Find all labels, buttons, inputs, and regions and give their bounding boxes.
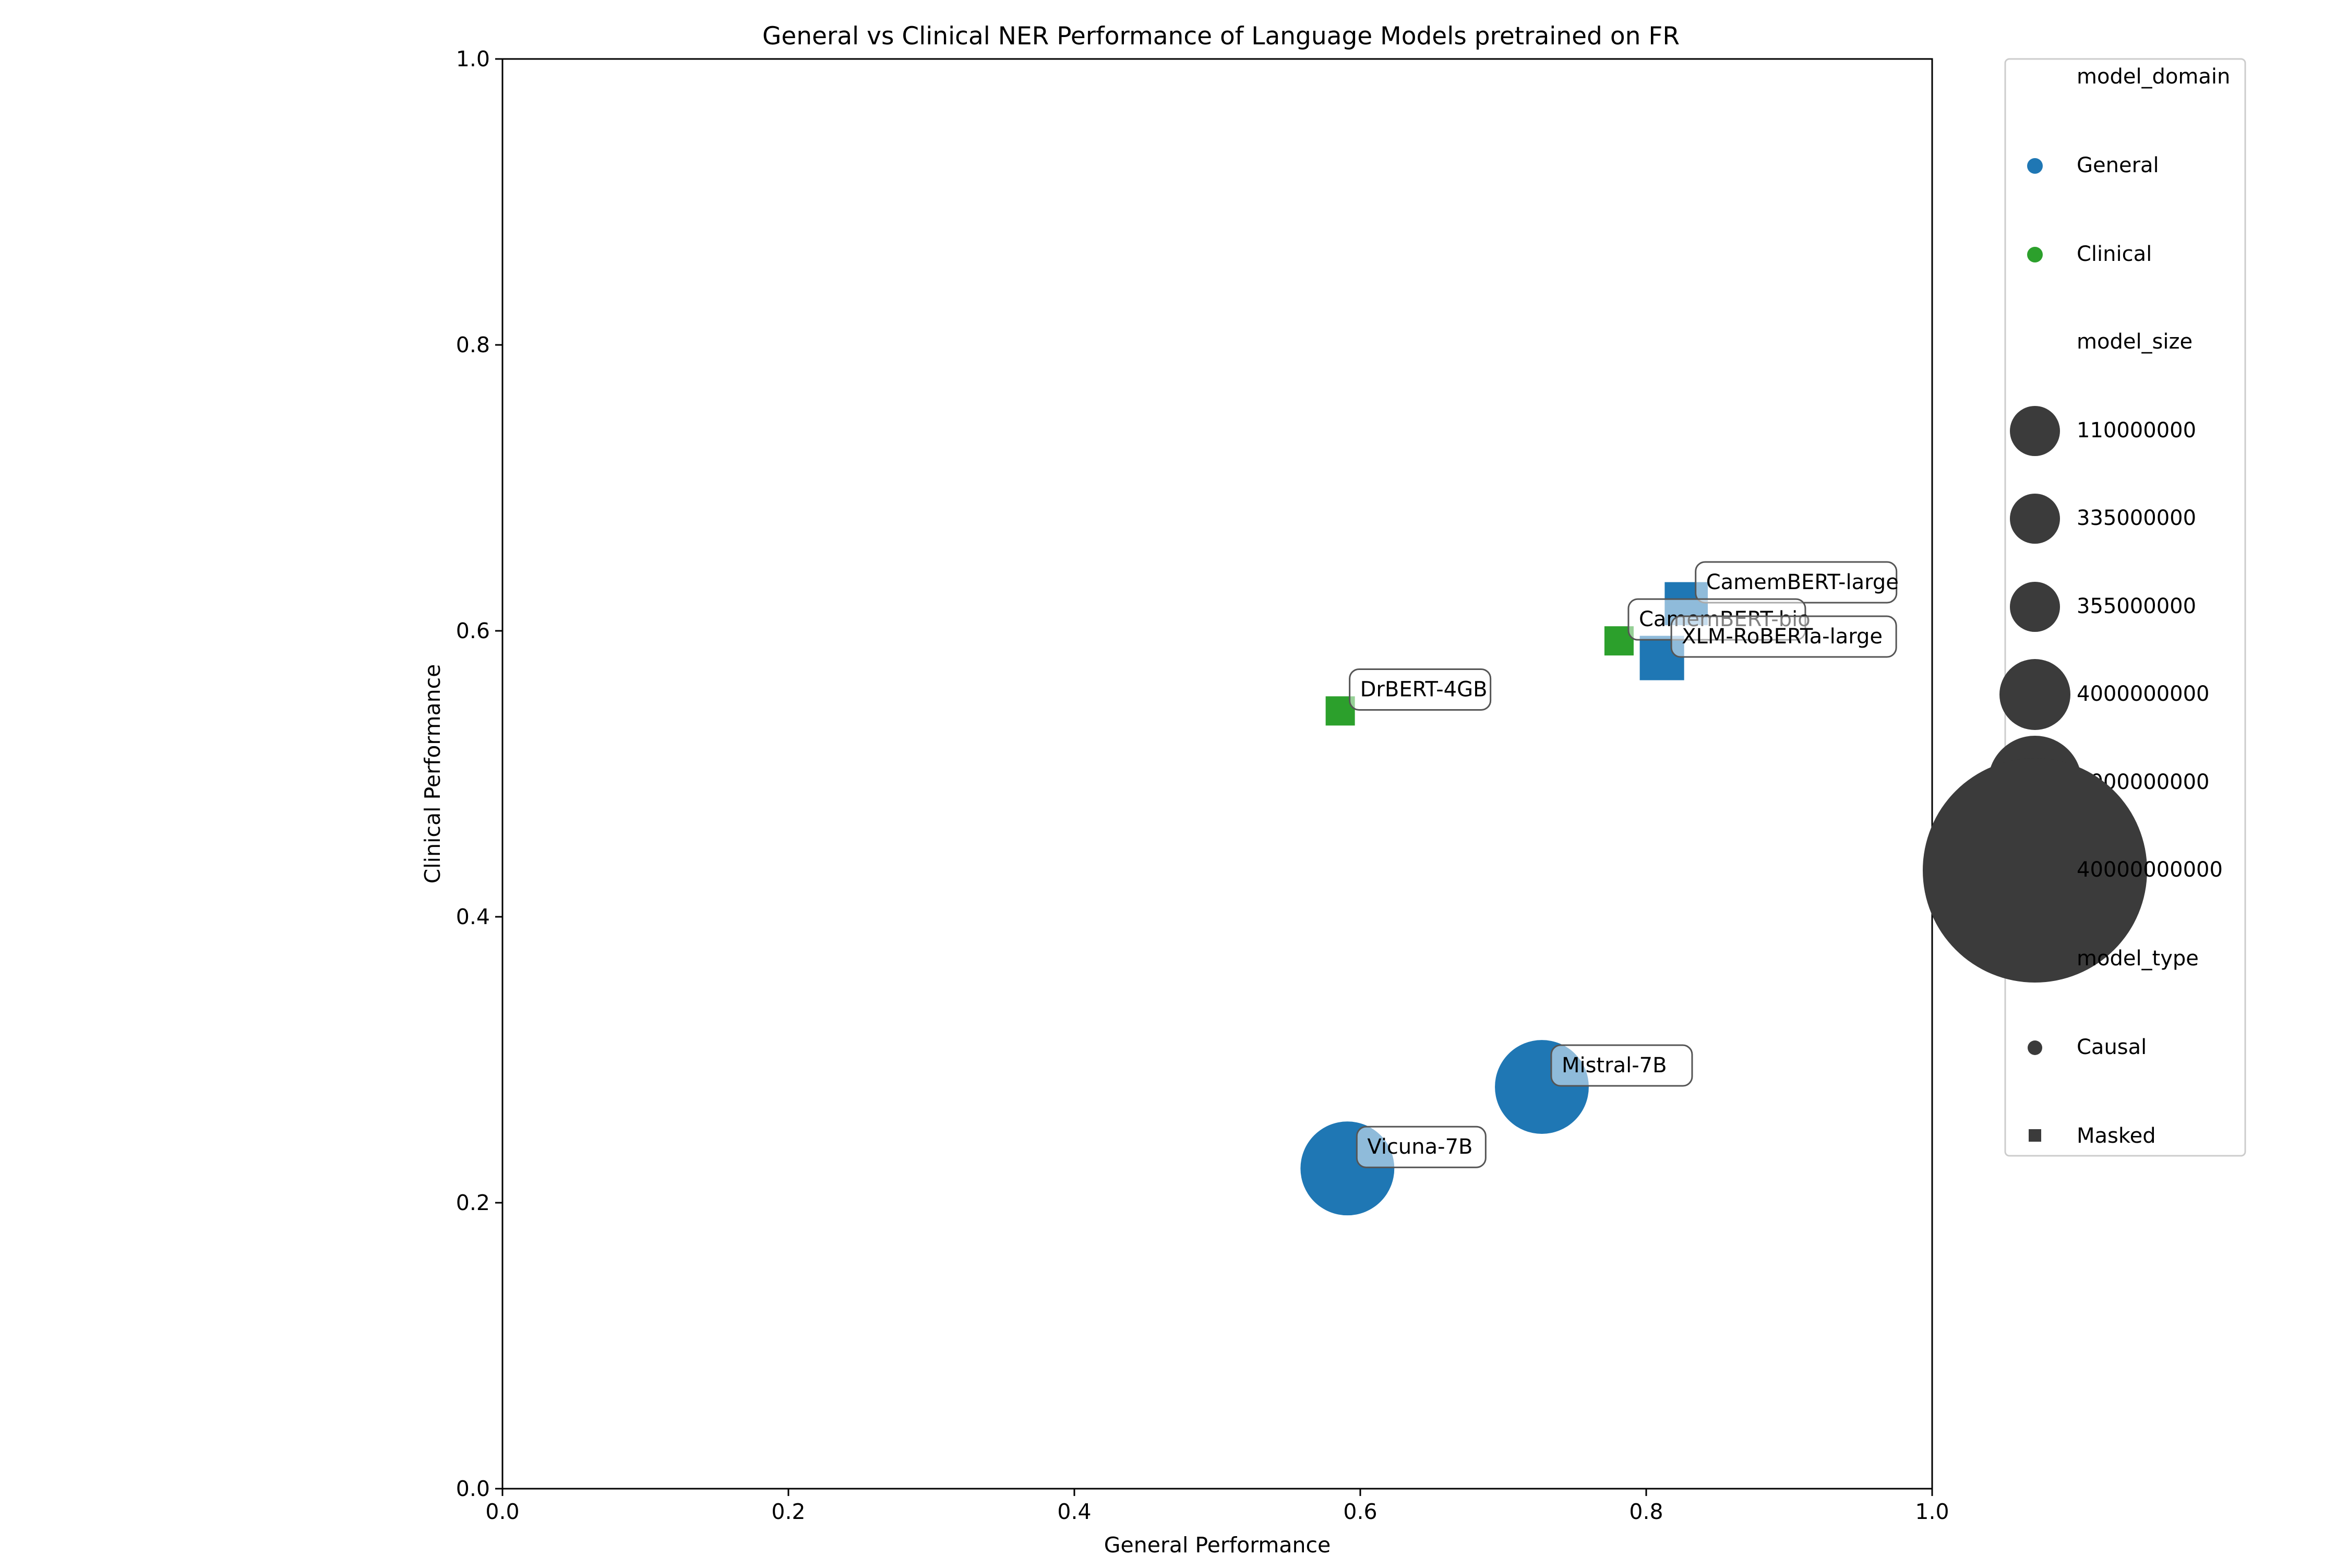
legend-title-domain: model_domain xyxy=(2077,65,2230,89)
y-tick-label: 0.6 xyxy=(456,618,490,643)
legend-size-marker xyxy=(1999,659,2070,730)
plot-frame xyxy=(501,58,1933,1490)
chart-title: General vs Clinical NER Performance of L… xyxy=(762,22,1680,51)
legend-size-label: 4000000000 xyxy=(2077,682,2210,706)
legend-size-label: 335000000 xyxy=(2077,506,2196,530)
legend-marker-general xyxy=(2027,158,2043,174)
y-tick-label: 0.2 xyxy=(456,1190,490,1215)
legend-marker-masked xyxy=(2029,1129,2041,1142)
annotation-box xyxy=(1349,668,1492,711)
legend-marker-clinical xyxy=(2027,247,2043,262)
legend-label-causal: Causal xyxy=(2077,1035,2147,1059)
legend-label-masked: Masked xyxy=(2077,1124,2156,1148)
legend-marker-causal xyxy=(2028,1040,2042,1055)
x-tick-label: 0.6 xyxy=(1343,1499,1377,1524)
annotation-label: Vicuna-7B xyxy=(1367,1135,1472,1159)
point-annotations: CamemBERT-largeCamemBERT-bioXLM-RoBERTa-… xyxy=(1349,561,1899,1168)
legend-label-clinical: Clinical xyxy=(2077,242,2152,266)
annotation-box xyxy=(1670,615,1897,658)
legend-size-label: 110000000 xyxy=(2077,418,2196,442)
x-tick-label: 0.4 xyxy=(1057,1499,1091,1524)
axes: 0.0 0.2 0.4 0.6 0.8 1.0 0.0 0.2 0.4 0.6 0.8 1.0 xyxy=(456,46,1949,1524)
legend-size-label: 40000000000 xyxy=(2077,858,2223,882)
legend-size-marker xyxy=(2010,582,2060,632)
annotation-box xyxy=(1356,1126,1487,1168)
legend-size-marker xyxy=(2010,406,2060,456)
x-axis-label: General Performance xyxy=(1104,1533,1331,1558)
legend-label-general: General xyxy=(2077,153,2159,177)
x-tick-label: 0.8 xyxy=(1629,1499,1663,1524)
x-tick-label: 1.0 xyxy=(1915,1499,1949,1524)
x-tick-label: 0.2 xyxy=(771,1499,805,1524)
legend: model_domain General Clinical model_size 110… xyxy=(1923,58,2246,1157)
annotation-label: XLM-RoBERTa-large xyxy=(1682,625,1883,649)
legend-title-size: model_size xyxy=(2077,330,2193,354)
legend-title-type: model_type xyxy=(2077,947,2199,971)
y-tick-label: 0.8 xyxy=(456,332,490,357)
legend-size-marker xyxy=(1923,758,2147,983)
y-axis-label: Clinical Performance xyxy=(420,664,445,884)
y-tick-label: 0.0 xyxy=(456,1476,490,1501)
y-tick-label: 0.4 xyxy=(456,904,490,929)
legend-size-marker xyxy=(2010,494,2060,544)
y-tick-label: 1.0 xyxy=(456,46,490,71)
annotation-label: Mistral-7B xyxy=(1562,1054,1667,1078)
x-tick-label: 0.0 xyxy=(485,1499,519,1524)
annotation-label: CamemBERT-large xyxy=(1706,570,1899,594)
legend-size-label: 355000000 xyxy=(2077,594,2196,618)
annotation-label: DrBERT-4GB xyxy=(1360,677,1488,701)
annotation-box xyxy=(1550,1044,1693,1087)
